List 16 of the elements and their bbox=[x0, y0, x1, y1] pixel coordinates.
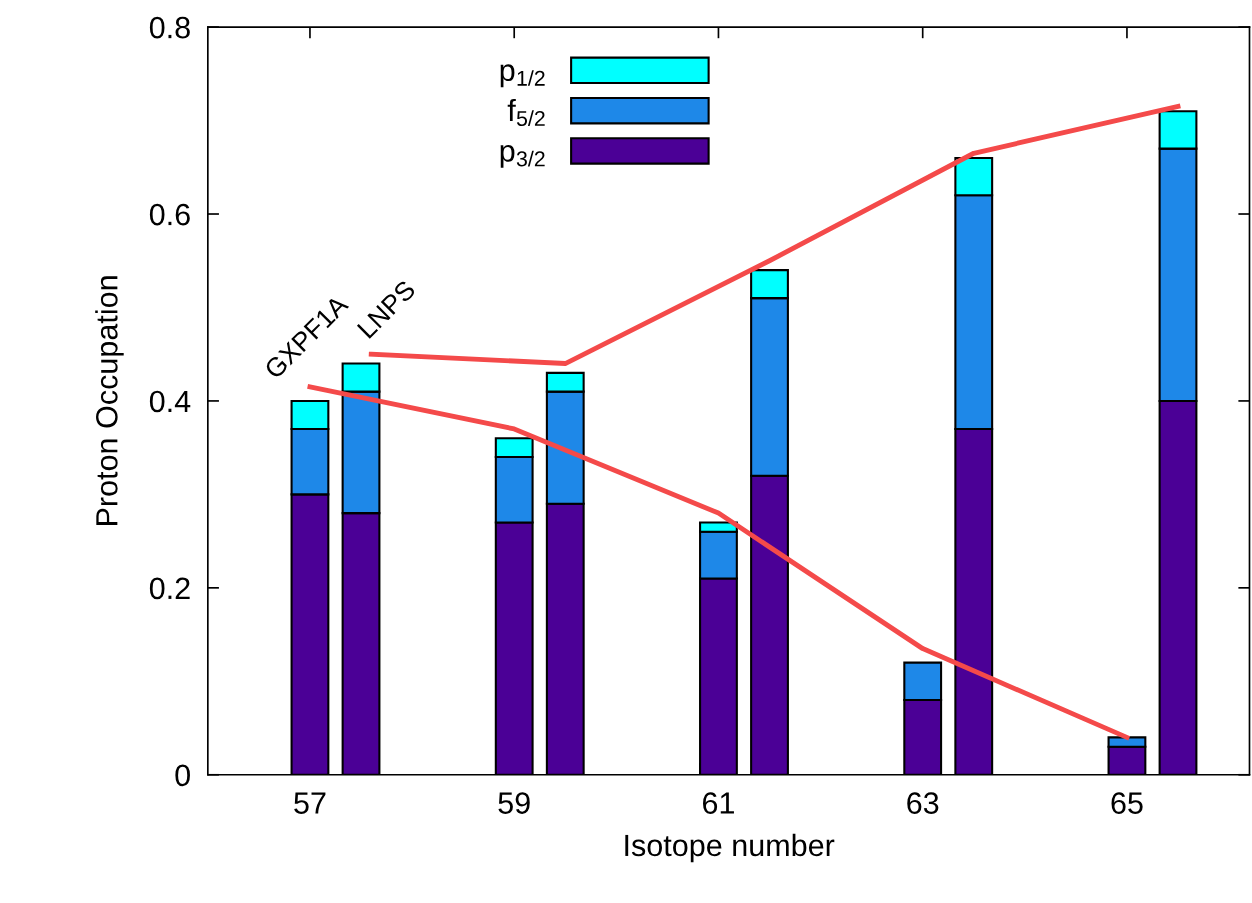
legend-label: p$_{3/2}$ bbox=[500, 144, 545, 168]
y-tick-label: 0.4 bbox=[149, 390, 191, 413]
legend-label: f$_{5/2}$ bbox=[507, 98, 545, 127]
legend-label: p$_{1/2}$ bbox=[500, 64, 545, 88]
x-tick-label: 59 bbox=[498, 792, 530, 814]
x-tick-label: 61 bbox=[703, 792, 734, 814]
line-series bbox=[307, 384, 1130, 740]
x-tick-label: 65 bbox=[1111, 792, 1143, 814]
y-axis-title: Proton Occupation bbox=[95, 276, 124, 525]
x-tick-label: 57 bbox=[294, 792, 326, 814]
x-tick-label: 63 bbox=[907, 792, 939, 814]
y-tick-label: 0 bbox=[175, 764, 190, 787]
x-axis-title: Isotope number bbox=[625, 833, 835, 863]
y-tick-label: 0.2 bbox=[149, 577, 190, 600]
y-tick-label: 0.6 bbox=[149, 203, 190, 226]
y-tick-label: 0.8 bbox=[149, 16, 190, 39]
